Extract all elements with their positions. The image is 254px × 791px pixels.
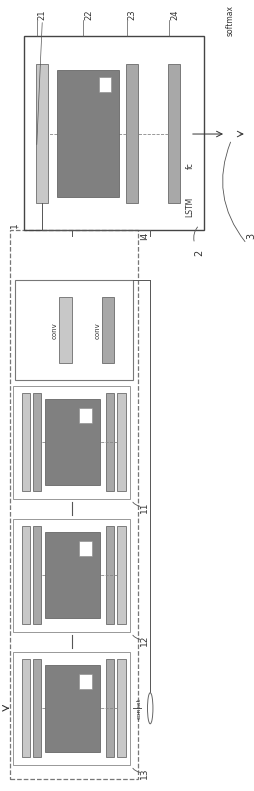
- FancyBboxPatch shape: [47, 401, 98, 483]
- Text: 24: 24: [170, 9, 179, 20]
- FancyBboxPatch shape: [51, 674, 94, 743]
- FancyBboxPatch shape: [102, 297, 114, 364]
- FancyBboxPatch shape: [79, 408, 92, 423]
- FancyBboxPatch shape: [45, 399, 100, 486]
- FancyBboxPatch shape: [22, 393, 30, 491]
- FancyBboxPatch shape: [99, 78, 112, 92]
- FancyBboxPatch shape: [79, 674, 92, 690]
- Text: 11: 11: [140, 501, 149, 513]
- Text: 1: 1: [10, 222, 19, 228]
- FancyBboxPatch shape: [51, 541, 94, 610]
- FancyBboxPatch shape: [117, 527, 126, 624]
- FancyBboxPatch shape: [22, 660, 30, 757]
- FancyBboxPatch shape: [106, 527, 114, 624]
- Text: 2: 2: [194, 249, 204, 255]
- FancyBboxPatch shape: [106, 393, 114, 491]
- Text: l4: l4: [140, 232, 149, 240]
- FancyBboxPatch shape: [59, 297, 72, 364]
- FancyBboxPatch shape: [47, 534, 98, 616]
- Text: 3: 3: [246, 233, 254, 239]
- FancyBboxPatch shape: [22, 527, 30, 624]
- FancyBboxPatch shape: [126, 64, 138, 202]
- Text: softmax: softmax: [225, 6, 234, 36]
- FancyBboxPatch shape: [49, 404, 96, 480]
- FancyBboxPatch shape: [47, 668, 98, 749]
- FancyBboxPatch shape: [79, 541, 92, 556]
- Text: concat: concat: [136, 698, 141, 719]
- Text: 21: 21: [38, 9, 47, 20]
- Text: 12: 12: [140, 635, 149, 646]
- Text: fc: fc: [185, 163, 195, 169]
- Ellipse shape: [148, 693, 153, 724]
- Text: conv: conv: [94, 322, 100, 339]
- FancyBboxPatch shape: [49, 671, 96, 746]
- FancyBboxPatch shape: [61, 75, 115, 191]
- Text: LSTM: LSTM: [185, 197, 195, 218]
- FancyBboxPatch shape: [59, 72, 117, 195]
- FancyBboxPatch shape: [117, 660, 126, 757]
- FancyBboxPatch shape: [63, 78, 113, 188]
- FancyBboxPatch shape: [45, 532, 100, 619]
- FancyBboxPatch shape: [51, 408, 94, 476]
- FancyBboxPatch shape: [33, 660, 41, 757]
- FancyBboxPatch shape: [33, 527, 41, 624]
- FancyBboxPatch shape: [168, 64, 181, 202]
- Text: 22: 22: [84, 9, 93, 20]
- FancyBboxPatch shape: [57, 70, 119, 197]
- Text: 13: 13: [140, 768, 149, 779]
- FancyBboxPatch shape: [106, 660, 114, 757]
- FancyBboxPatch shape: [33, 393, 41, 491]
- FancyBboxPatch shape: [49, 538, 96, 613]
- Text: conv: conv: [52, 322, 58, 339]
- Text: 23: 23: [128, 9, 137, 20]
- FancyBboxPatch shape: [117, 393, 126, 491]
- FancyBboxPatch shape: [45, 665, 100, 751]
- FancyBboxPatch shape: [224, 59, 235, 208]
- FancyBboxPatch shape: [36, 64, 48, 202]
